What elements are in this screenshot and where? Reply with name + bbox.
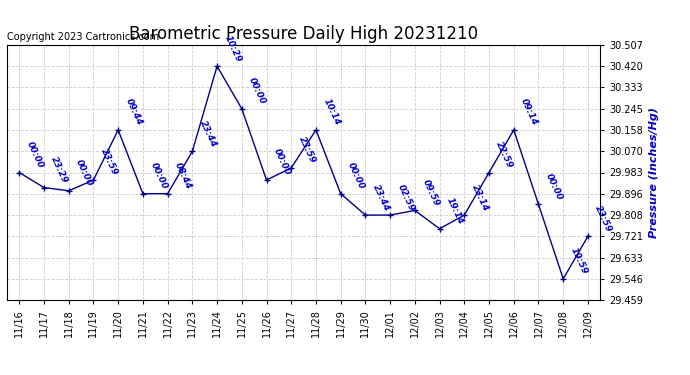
Text: 02:59: 02:59 xyxy=(395,183,416,212)
Text: 00:00: 00:00 xyxy=(148,161,168,191)
Text: 00:00: 00:00 xyxy=(75,158,95,188)
Text: Copyright 2023 Cartronics.com: Copyright 2023 Cartronics.com xyxy=(7,33,159,42)
Text: 09:59: 09:59 xyxy=(420,178,441,208)
Text: 19:59: 19:59 xyxy=(569,246,589,276)
Text: 00:00: 00:00 xyxy=(25,140,45,170)
Text: 23:44: 23:44 xyxy=(198,119,218,148)
Text: 23:59: 23:59 xyxy=(593,204,613,234)
Y-axis label: Pressure (Inches/Hg): Pressure (Inches/Hg) xyxy=(649,107,659,238)
Text: 09:14: 09:14 xyxy=(520,98,540,127)
Text: 23:29: 23:29 xyxy=(50,155,70,185)
Text: 00:00: 00:00 xyxy=(247,76,268,106)
Text: 00:00: 00:00 xyxy=(272,147,293,177)
Text: 00:00: 00:00 xyxy=(544,172,564,202)
Text: 23:59: 23:59 xyxy=(99,147,119,177)
Text: 00:00: 00:00 xyxy=(346,161,366,191)
Text: 08:44: 08:44 xyxy=(173,161,193,191)
Text: 22:59: 22:59 xyxy=(495,140,515,170)
Text: 23:14: 23:14 xyxy=(470,183,490,212)
Text: 23:59: 23:59 xyxy=(297,135,317,165)
Text: 23:44: 23:44 xyxy=(371,183,391,212)
Title: Barometric Pressure Daily High 20231210: Barometric Pressure Daily High 20231210 xyxy=(129,26,478,44)
Text: 10:14: 10:14 xyxy=(322,98,342,127)
Text: 10:29: 10:29 xyxy=(223,34,243,63)
Text: 09:44: 09:44 xyxy=(124,98,144,127)
Text: 19:14: 19:14 xyxy=(445,196,465,226)
